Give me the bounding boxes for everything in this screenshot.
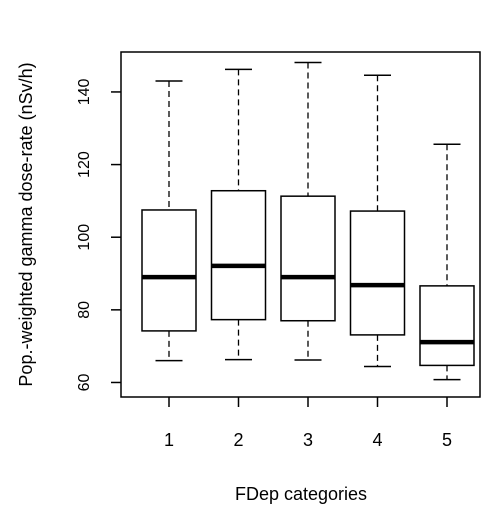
- y-axis-label: Pop.-weighted gamma dose-rate (nSv/h): [16, 62, 36, 386]
- interquartile-box: [280, 195, 336, 322]
- x-axis: 1 2 3 4 5: [164, 397, 452, 450]
- interquartile-box: [141, 209, 197, 332]
- y-tick-label: 120: [76, 151, 93, 178]
- y-tick-label: 80: [76, 301, 93, 319]
- x-tick-label: 3: [303, 430, 313, 450]
- box-group-category-3: [280, 61, 336, 361]
- box-group-category-4: [349, 74, 406, 368]
- interquartile-box: [210, 189, 267, 321]
- x-tick-label: 1: [164, 430, 174, 450]
- box-group-category-1: [141, 80, 197, 362]
- y-tick-label: 140: [76, 79, 93, 106]
- x-axis-label: FDep categories: [235, 484, 367, 504]
- x-tick-label: 4: [372, 430, 382, 450]
- x-tick-label: 2: [233, 430, 243, 450]
- boxes-layer: [141, 61, 475, 381]
- box-group-category-2: [210, 68, 267, 361]
- interquartile-box: [349, 210, 406, 336]
- y-tick-label: 100: [76, 224, 93, 251]
- x-tick-label: 5: [442, 430, 452, 450]
- interquartile-box: [419, 285, 475, 367]
- plot-frame: [120, 51, 481, 398]
- box-group-category-5: [419, 143, 475, 381]
- y-tick-label: 60: [76, 373, 93, 391]
- y-axis: 60 80 100 120 140: [76, 79, 121, 391]
